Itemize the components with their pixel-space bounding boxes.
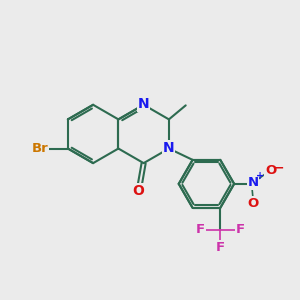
Text: F: F bbox=[216, 241, 225, 254]
Text: +: + bbox=[256, 171, 264, 181]
Text: Br: Br bbox=[32, 142, 49, 155]
Text: N: N bbox=[138, 97, 149, 111]
Text: −: − bbox=[274, 161, 284, 174]
Text: O: O bbox=[248, 197, 259, 210]
Text: N: N bbox=[163, 141, 175, 155]
Text: F: F bbox=[235, 223, 244, 236]
Text: N: N bbox=[248, 176, 259, 189]
Text: O: O bbox=[265, 164, 276, 177]
Text: O: O bbox=[132, 184, 144, 198]
Text: F: F bbox=[196, 223, 205, 236]
